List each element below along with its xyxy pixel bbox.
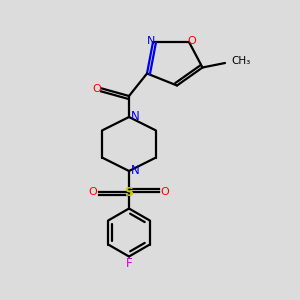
Text: O: O [88, 187, 98, 197]
Text: O: O [187, 36, 196, 46]
Text: N: N [147, 36, 156, 46]
Text: CH₃: CH₃ [232, 56, 251, 67]
Text: N: N [131, 164, 140, 178]
Text: S: S [124, 185, 134, 199]
Text: N: N [131, 110, 140, 124]
Text: O: O [92, 83, 101, 94]
Text: F: F [126, 256, 132, 270]
Text: O: O [160, 187, 169, 197]
